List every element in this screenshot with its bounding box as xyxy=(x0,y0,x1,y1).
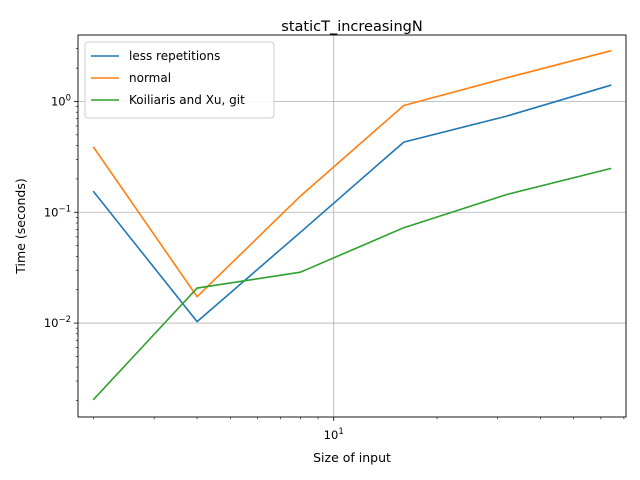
series-line-1 xyxy=(92,84,612,323)
series-line-3 xyxy=(92,167,612,401)
legend: less repetitions normal Koiliaris and Xu, … xyxy=(84,41,275,119)
chart-title: staticT_increasingN xyxy=(281,19,422,35)
x-tick-label: 101 xyxy=(324,427,344,442)
plot-area-frame xyxy=(77,34,627,418)
legend-box xyxy=(84,41,275,119)
axis-ticks: 101 10−2 10−1 100 xyxy=(44,48,625,442)
y-axis-label: Time (seconds) xyxy=(13,178,28,274)
y-tick-label: 10−1 xyxy=(44,204,71,219)
legend-label-1: less repetitions xyxy=(129,49,220,63)
series-lines xyxy=(92,49,612,401)
x-axis-label: Size of input xyxy=(313,450,391,465)
legend-label-2: normal xyxy=(129,71,171,85)
y-tick-label: 10−2 xyxy=(44,315,71,330)
series-line-2 xyxy=(92,49,612,298)
legend-label-3: Koiliaris and Xu, git xyxy=(129,93,245,107)
y-tick-label: 100 xyxy=(51,93,71,108)
